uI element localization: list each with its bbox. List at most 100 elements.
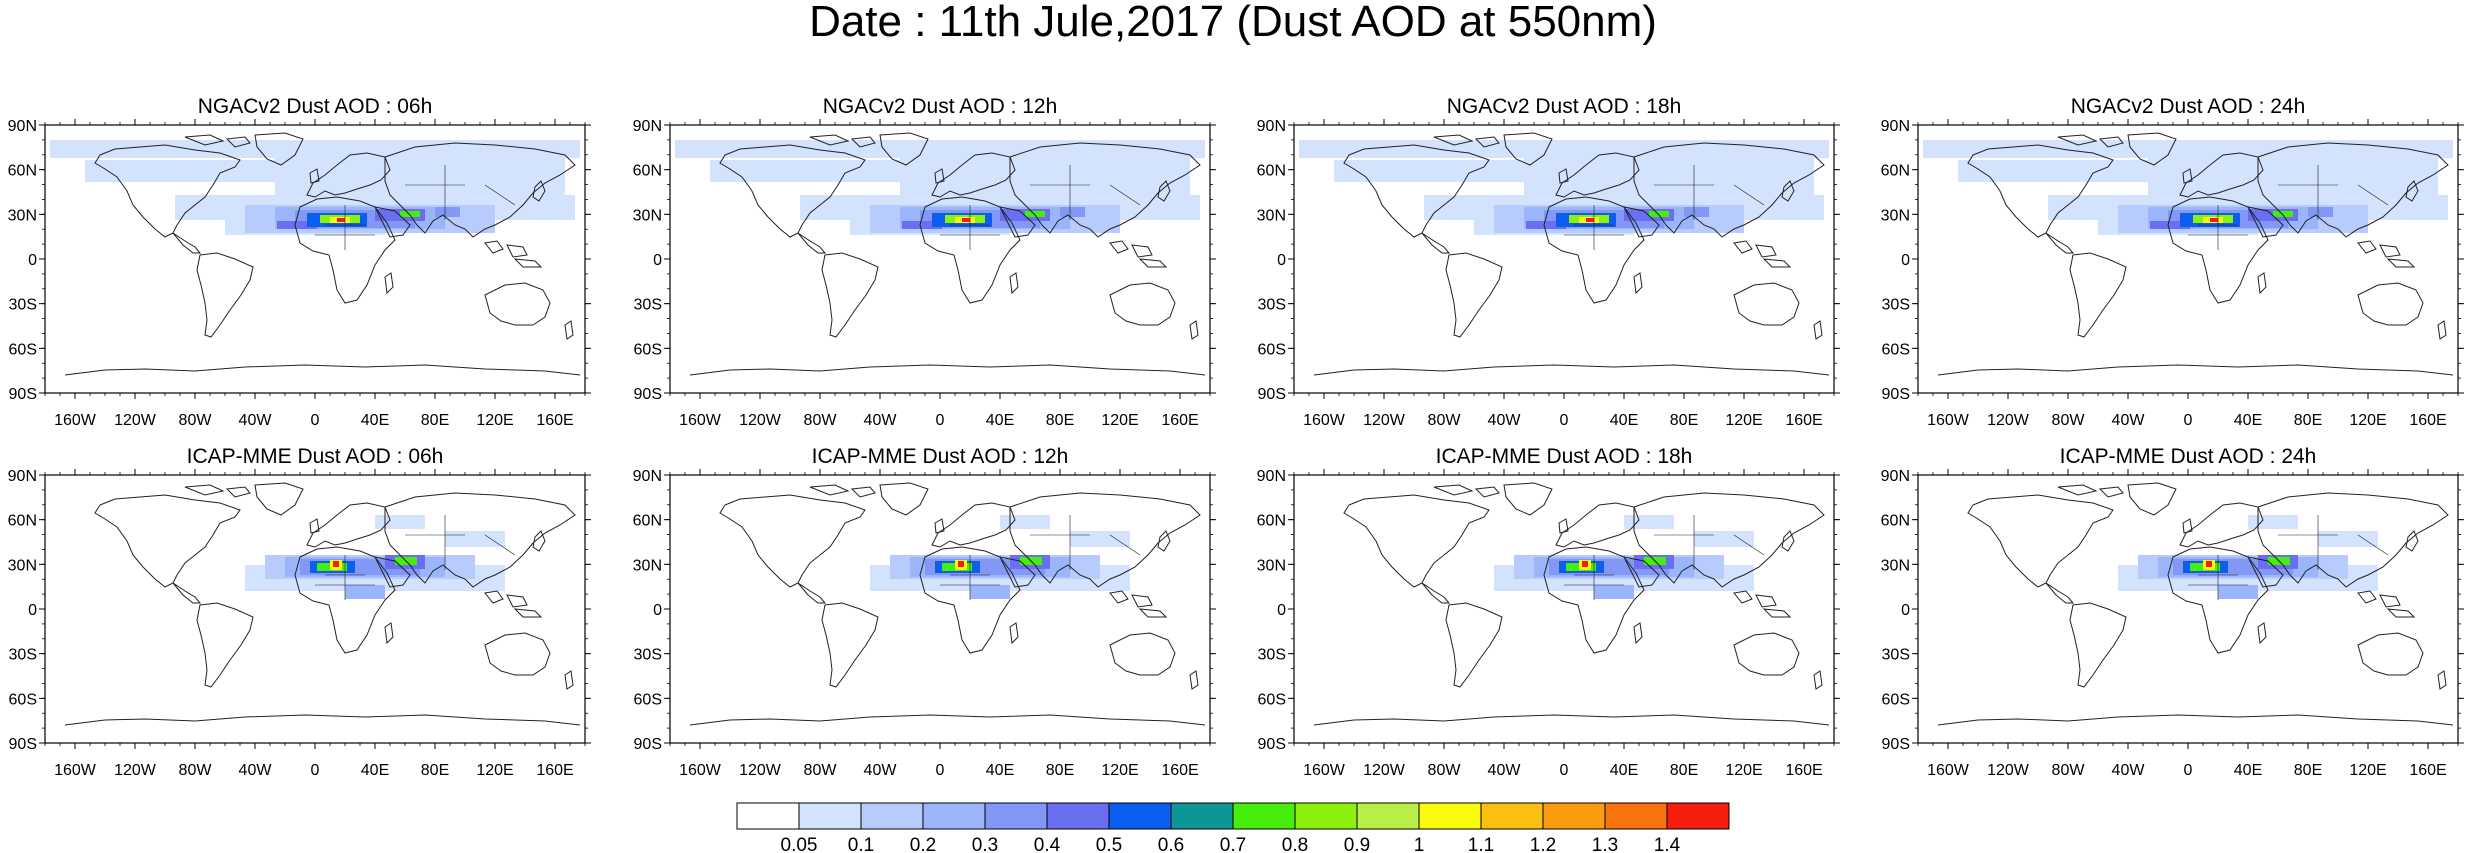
colorbar-label: 1.1 [1468, 835, 1494, 853]
lat-tick-label: 0 [1901, 602, 1910, 619]
colorbar-swatch [1542, 802, 1606, 830]
lat-tick-label: 90S [1258, 386, 1286, 403]
lat-tick-label: 0 [1277, 252, 1286, 269]
lon-tick-label: 80W [804, 762, 838, 779]
lat-tick-label: 0 [653, 602, 662, 619]
lon-tick-label: 0 [311, 762, 320, 779]
lon-tick-label: 160E [1785, 412, 1822, 429]
lat-tick-label: 90N [1257, 468, 1286, 485]
colorbar: 0.05 0.1 0.2 0.3 0.4 0.5 0.6 0.7 0.8 0.9 1 1.1 1.2 1.… [736, 802, 1730, 853]
lon-tick-label: 80E [1670, 762, 1698, 779]
lat-tick-label: 60N [8, 163, 37, 180]
lat-tick-label: 90N [1881, 468, 1910, 485]
lon-tick-label: 80W [804, 412, 838, 429]
lat-tick-label: 30N [8, 557, 37, 574]
colorbar-swatch [1232, 802, 1296, 830]
lon-tick-label: 120E [476, 762, 513, 779]
colorbar-label: 0.6 [1158, 835, 1184, 853]
lon-tick-label: 160W [679, 762, 722, 779]
map-panel: NGACv2 Dust AOD : 24h 90N 60N 30N 0 30S 60S 90S… [1881, 95, 2464, 429]
lon-tick-label: 120W [1987, 412, 2030, 429]
lon-tick-label: 120E [1725, 762, 1762, 779]
lat-tick-label: 90N [8, 118, 37, 135]
colorbar-swatch [1666, 802, 1730, 830]
lat-tick-label: 90S [634, 736, 662, 753]
lat-tick-label: 0 [653, 252, 662, 269]
colorbar-label: 0.7 [1220, 835, 1246, 853]
colorbar-label: 0.05 [781, 835, 818, 853]
lon-tick-label: 80E [1046, 762, 1074, 779]
lat-tick-label: 60S [9, 691, 37, 708]
lon-tick-label: 160W [1303, 762, 1346, 779]
lon-tick-label: 80E [421, 762, 449, 779]
colorbar-label: 0.1 [848, 835, 874, 853]
lat-tick-label: 60N [1257, 163, 1286, 180]
lat-tick-label: 60S [1882, 341, 1910, 358]
lat-tick-label: 60S [1882, 691, 1910, 708]
lat-tick-label: 60S [1258, 691, 1286, 708]
figure-title: Date : 11th Jule,2017 (Dust AOD at 550nm… [809, 0, 1657, 46]
lon-tick-label: 160E [1161, 412, 1198, 429]
colorbar-label: 0.9 [1344, 835, 1370, 853]
lon-tick-label: 120W [114, 412, 157, 429]
panel-title: NGACv2 Dust AOD : 06h [198, 95, 433, 118]
lon-tick-label: 0 [1560, 412, 1569, 429]
map-panel: NGACv2 Dust AOD : 18h 90N 60N 30N 0 30S 60S 90S… [1257, 95, 1840, 429]
lon-tick-label: 120E [1101, 762, 1138, 779]
lat-tick-label: 30S [1882, 647, 1910, 664]
lat-tick-label: 60N [1257, 513, 1286, 530]
lat-tick-label: 90S [9, 386, 37, 403]
lon-tick-label: 40W [864, 412, 898, 429]
lon-tick-label: 120E [476, 412, 513, 429]
lat-tick-label: 30S [634, 297, 662, 314]
lat-tick-label: 0 [28, 252, 37, 269]
lon-tick-label: 0 [936, 412, 945, 429]
colorbar-swatch [1604, 802, 1668, 830]
lon-tick-label: 40E [361, 412, 389, 429]
lat-tick-label: 90N [1881, 118, 1910, 135]
lon-tick-label: 0 [2184, 412, 2193, 429]
lon-tick-label: 40W [239, 412, 273, 429]
lon-tick-label: 160E [536, 762, 573, 779]
lon-tick-label: 80E [2294, 412, 2322, 429]
lon-tick-label: 80W [1428, 412, 1462, 429]
panel-title: NGACv2 Dust AOD : 18h [1447, 95, 1682, 118]
lon-tick-label: 40E [1610, 762, 1638, 779]
colorbar-swatch [984, 802, 1048, 830]
lon-tick-label: 120W [1987, 762, 2030, 779]
lon-tick-label: 120W [739, 762, 782, 779]
lon-tick-label: 80E [1046, 412, 1074, 429]
map-panel: ICAP-MME Dust AOD : 06h 90N 60N 30N 0 30S 60S 9… [8, 445, 591, 779]
lon-tick-label: 160W [54, 762, 97, 779]
lon-tick-label: 40W [2112, 762, 2146, 779]
lon-tick-label: 40W [1488, 762, 1522, 779]
lat-tick-label: 30N [1257, 207, 1286, 224]
colorbar-label: 1.2 [1530, 835, 1556, 853]
lon-tick-label: 120E [1725, 412, 1762, 429]
lat-tick-label: 60S [634, 341, 662, 358]
map-panel: ICAP-MME Dust AOD : 24h 90N 60N 30N 0 30S 60S 9… [1881, 445, 2464, 779]
colorbar-label: 1.4 [1654, 835, 1681, 853]
lon-tick-label: 160E [1785, 762, 1822, 779]
lon-tick-label: 80W [2052, 762, 2086, 779]
panel-title: ICAP-MME Dust AOD : 06h [187, 445, 444, 468]
lon-tick-label: 40E [986, 762, 1014, 779]
lon-tick-label: 160W [1927, 762, 1970, 779]
colorbar-label: 0.3 [972, 835, 998, 853]
colorbar-swatch [860, 802, 924, 830]
lon-tick-label: 0 [936, 762, 945, 779]
lon-tick-label: 160E [1161, 762, 1198, 779]
lat-tick-label: 30S [634, 647, 662, 664]
colorbar-swatch [736, 802, 800, 830]
lon-tick-label: 40E [2234, 412, 2262, 429]
lat-tick-label: 30N [1881, 207, 1910, 224]
lat-tick-label: 30S [9, 647, 37, 664]
map-panel: NGACv2 Dust AOD : 12h 90N 60N 30N 0 30S 60S 90S… [633, 95, 1216, 429]
lon-tick-label: 40E [361, 762, 389, 779]
lon-tick-label: 120E [1101, 412, 1138, 429]
lon-tick-label: 40E [1610, 412, 1638, 429]
lat-tick-label: 60S [9, 341, 37, 358]
lon-tick-label: 120W [1363, 762, 1406, 779]
lat-tick-label: 30S [9, 297, 37, 314]
map-panel: ICAP-MME Dust AOD : 18h 90N 60N 30N 0 30S 60S 9… [1257, 445, 1840, 779]
